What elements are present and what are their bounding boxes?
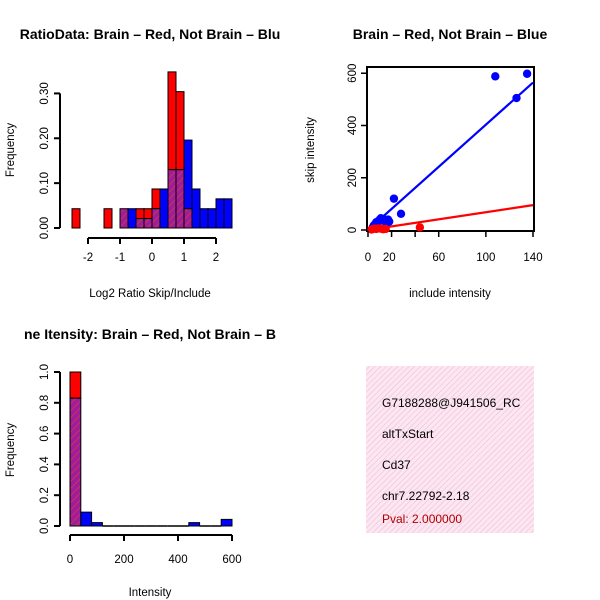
ratio-bar bbox=[127, 208, 137, 229]
ratio-bar bbox=[207, 208, 217, 229]
scatter-fit-line-brain bbox=[367, 204, 534, 232]
info-event-id: G7188288@J941506_RC bbox=[382, 396, 521, 410]
intensity-x-tick-label: 200 bbox=[114, 554, 133, 566]
intensity-y-tick-label: 0.8 bbox=[39, 395, 51, 411]
scatter-x-tick-label: 0 bbox=[365, 252, 371, 264]
ratio-bar bbox=[191, 188, 201, 229]
scatter-xlabel: include intensity bbox=[409, 288, 491, 300]
scatter-x-tick-label: 140 bbox=[523, 252, 542, 264]
scatter-point-brain bbox=[415, 223, 425, 232]
ratio-bar bbox=[215, 198, 225, 229]
scatter-point-not-brain bbox=[512, 93, 521, 103]
info-event-type: altTxStart bbox=[382, 427, 434, 441]
intensity-y-tick-label: 1.0 bbox=[39, 364, 51, 380]
ratio-bar-overlap bbox=[183, 208, 193, 229]
info-location: chr7.22792-2.18 bbox=[382, 489, 470, 503]
intensity-bar bbox=[80, 511, 93, 527]
ratio-bar-overlap bbox=[143, 218, 153, 229]
scatter-point-not-brain bbox=[385, 217, 394, 226]
ratio-bar-overlap bbox=[151, 208, 161, 229]
ratio-y-tick-label: 0.10 bbox=[39, 172, 51, 194]
intensity-y-tick-label: 0.2 bbox=[39, 487, 51, 503]
ratio-histogram-ylabel: Frequency bbox=[5, 123, 17, 178]
ratio-x-tick-label: 1 bbox=[181, 252, 187, 264]
scatter-fit-line-not-brain bbox=[367, 81, 534, 231]
ratio-bar bbox=[143, 208, 153, 220]
ratio-y-tick-label: 0.00 bbox=[39, 217, 51, 239]
intensity-histogram-xlabel: Intensity bbox=[129, 587, 172, 599]
intensity-bar bbox=[69, 371, 82, 399]
intensity-bar bbox=[188, 522, 201, 527]
ratio-x-tick-label: 0 bbox=[149, 252, 155, 264]
ratio-bar bbox=[103, 208, 113, 229]
info-pval: Pval: 2.000000 bbox=[382, 512, 462, 526]
scatter-point-not-brain bbox=[491, 72, 500, 81]
ratio-bar-overlap bbox=[167, 169, 177, 229]
ratio-histogram: RatioData: Brain – Red, Not Brain – Blu … bbox=[5, 26, 280, 300]
info-panel-background bbox=[366, 366, 534, 533]
ratio-bar bbox=[71, 208, 81, 229]
intensity-histogram: ne Itensity: Brain – Red, Not Brain – B … bbox=[5, 326, 276, 599]
scatter-title: Brain – Red, Not Brain – Blue bbox=[353, 26, 548, 42]
intensity-histogram-title: ne Itensity: Brain – Red, Not Brain – B bbox=[24, 326, 276, 342]
ratio-x-tick-label: -2 bbox=[83, 252, 93, 264]
ratio-bar-overlap bbox=[135, 218, 145, 229]
scatter-ylabel: skip intensity bbox=[305, 117, 317, 183]
scatter-y-tick-label: 600 bbox=[347, 64, 359, 83]
ratio-bar bbox=[175, 91, 185, 171]
scatter-y-tick-label: 200 bbox=[347, 168, 359, 187]
scatter-x-tick-label: 60 bbox=[432, 252, 445, 264]
ratio-histogram-xlabel: Log2 Ratio Skip/Include bbox=[89, 288, 210, 300]
scatter-point-not-brain bbox=[389, 194, 399, 203]
scatter-plot-box bbox=[366, 66, 535, 232]
intensity-bar-overlap bbox=[69, 397, 82, 527]
intensity-x-tick-label: 600 bbox=[222, 554, 241, 566]
ratio-bar bbox=[223, 198, 233, 229]
ratio-bar-overlap bbox=[119, 208, 129, 229]
scatter-y-tick-label: 0 bbox=[347, 227, 359, 233]
intensity-y-tick-label: 0.6 bbox=[39, 426, 51, 442]
scatter-point-not-brain bbox=[396, 209, 406, 218]
intensity-y-tick-label: 0.0 bbox=[39, 518, 51, 534]
ratio-bar-overlap bbox=[175, 169, 185, 229]
scatter-point-not-brain bbox=[522, 69, 532, 78]
scatter-point-brain bbox=[381, 224, 390, 234]
info-panel: G7188288@J941506_RC altTxStart Cd37 chr7… bbox=[366, 366, 534, 533]
scatter-x-tick-label: 20 bbox=[383, 252, 396, 264]
intensity-histogram-ylabel: Frequency bbox=[5, 423, 17, 478]
scatter-y-tick-label: 400 bbox=[347, 116, 359, 135]
scatter-x-tick-label: 100 bbox=[476, 252, 495, 264]
ratio-bar bbox=[159, 188, 169, 229]
intensity-bar bbox=[91, 522, 103, 527]
ratio-bar bbox=[199, 208, 209, 229]
info-gene: Cd37 bbox=[382, 458, 411, 472]
ratio-y-tick-label: 0.20 bbox=[39, 127, 51, 149]
intensity-x-tick-label: 400 bbox=[168, 554, 187, 566]
intensity-x-tick-label: 0 bbox=[67, 554, 73, 566]
ratio-bar bbox=[135, 208, 145, 220]
ratio-bar bbox=[183, 139, 193, 210]
intensity-scatter: Brain – Red, Not Brain – Blue include in… bbox=[305, 26, 547, 300]
ratio-x-tick-label: 2 bbox=[213, 252, 219, 264]
ratio-y-tick-label: 0.30 bbox=[39, 82, 51, 104]
ratio-bar bbox=[151, 188, 161, 210]
ratio-histogram-title: RatioData: Brain – Red, Not Brain – Blu bbox=[20, 26, 281, 42]
ratio-bar bbox=[167, 71, 177, 171]
ratio-x-tick-label: -1 bbox=[115, 252, 125, 264]
intensity-bar bbox=[220, 518, 233, 527]
intensity-y-tick-label: 0.4 bbox=[39, 456, 51, 473]
